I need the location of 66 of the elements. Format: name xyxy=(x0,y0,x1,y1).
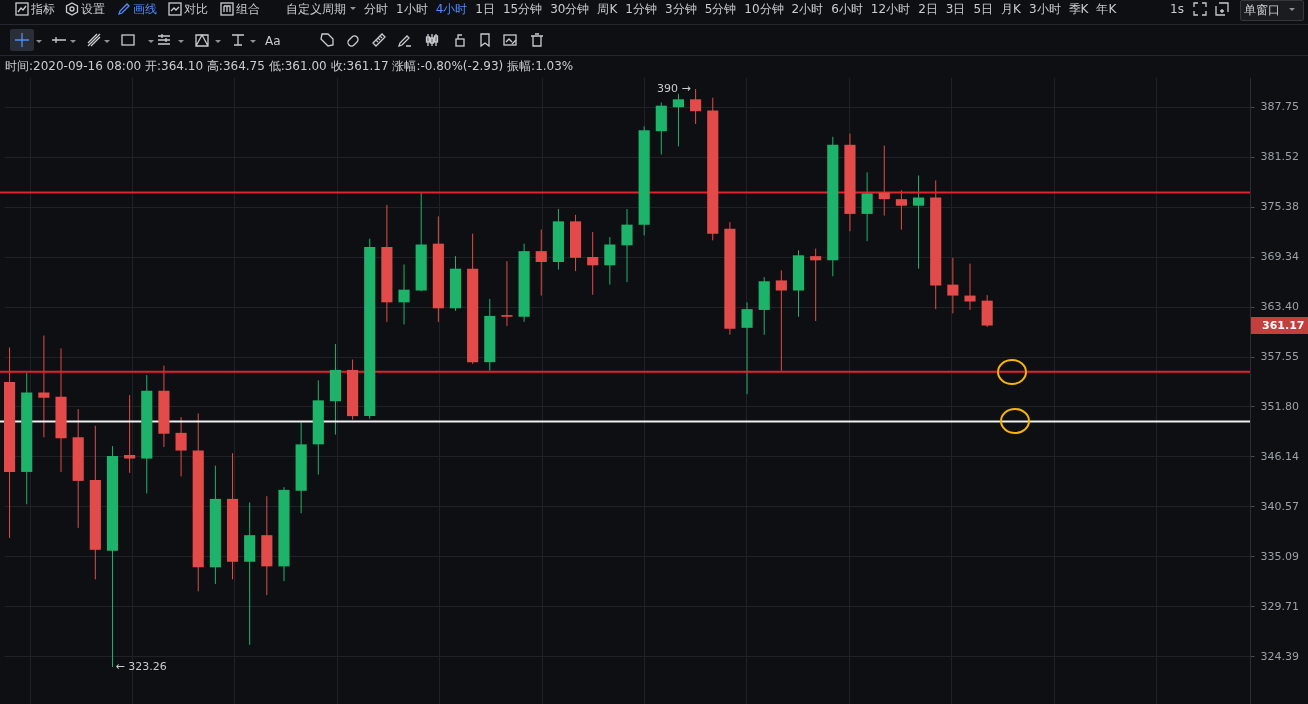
text: 30分钟 xyxy=(550,2,590,16)
candlestick xyxy=(947,257,959,314)
candlestick xyxy=(964,263,976,311)
text: 3日 xyxy=(945,2,966,16)
text: 指标 xyxy=(31,2,55,16)
candlestick xyxy=(604,236,616,286)
candlestick xyxy=(690,88,702,125)
text: 10分钟 xyxy=(744,2,784,16)
text: 自定义周期 xyxy=(286,2,346,16)
candlestick xyxy=(175,416,187,477)
text: 单窗口 xyxy=(1244,3,1280,17)
text: 2日 xyxy=(918,2,938,16)
y-tick-label: 324.39 xyxy=(1260,649,1299,663)
candlestick xyxy=(878,145,890,217)
candlestick xyxy=(501,260,513,327)
annotation: ← 323.26 xyxy=(115,660,167,674)
text: 3分钟 xyxy=(665,2,697,16)
text: 对比 xyxy=(184,2,208,16)
text: 季K xyxy=(1068,2,1089,16)
text: 1小时 xyxy=(396,2,428,16)
candlestick xyxy=(124,394,136,474)
y-tick-label: 381.52 xyxy=(1260,150,1299,164)
y-tick-label: 363.40 xyxy=(1260,300,1299,314)
candlestick xyxy=(810,248,822,322)
text: 组合 xyxy=(236,2,260,16)
text: 周K xyxy=(597,2,618,16)
text: 1分钟 xyxy=(625,2,657,16)
text: 6小时 xyxy=(831,2,863,16)
y-tick-label: 351.80 xyxy=(1260,399,1299,413)
text: 361.17 xyxy=(1262,318,1305,333)
text: 3小时 xyxy=(1028,2,1061,16)
candlestick xyxy=(895,189,907,231)
text: 分时 xyxy=(364,2,388,16)
y-tick-label: 329.71 xyxy=(1260,599,1299,613)
text: 15分钟 xyxy=(502,2,543,16)
text: 1日 xyxy=(475,2,495,16)
y-tick-label: 340.57 xyxy=(1260,499,1299,513)
y-tick-label: 387.75 xyxy=(1260,100,1299,114)
chart-title: 时间:2020-09-16 08:00 开:364.10 高:364.75 低:361.00 收:361.17 涨幅:-0.80%(-2.93) 振幅:1.03% xyxy=(5,59,574,73)
y-tick-label: 375.38 xyxy=(1260,200,1299,214)
text: 画线 xyxy=(133,2,157,16)
candlestick xyxy=(741,301,753,395)
text: 12小时 xyxy=(870,2,911,16)
candlestick xyxy=(38,335,50,438)
y-tick-label: 346.14 xyxy=(1260,449,1299,463)
text: 年K xyxy=(1096,2,1117,16)
text: 5日 xyxy=(973,2,994,16)
text: 1s xyxy=(1170,2,1184,16)
text: 月K xyxy=(1001,2,1021,16)
candlestick xyxy=(912,175,925,270)
text: 设置 xyxy=(81,2,105,16)
text: 5分钟 xyxy=(704,2,737,16)
text: 4小时 xyxy=(435,2,468,16)
candlestick xyxy=(861,171,873,242)
y-tick-label: 335.09 xyxy=(1260,549,1299,563)
annotation: 390 → xyxy=(656,82,691,96)
candlestick xyxy=(621,208,633,283)
y-tick-label: 357.55 xyxy=(1260,350,1299,364)
candlestick xyxy=(587,231,599,296)
candlestick xyxy=(535,229,547,297)
text: 2小时 xyxy=(791,2,824,16)
candlestick xyxy=(672,93,685,147)
candlestick xyxy=(398,263,410,325)
candlestick xyxy=(775,269,787,372)
text: Aa xyxy=(265,34,281,48)
y-tick-label: 369.34 xyxy=(1260,250,1299,264)
